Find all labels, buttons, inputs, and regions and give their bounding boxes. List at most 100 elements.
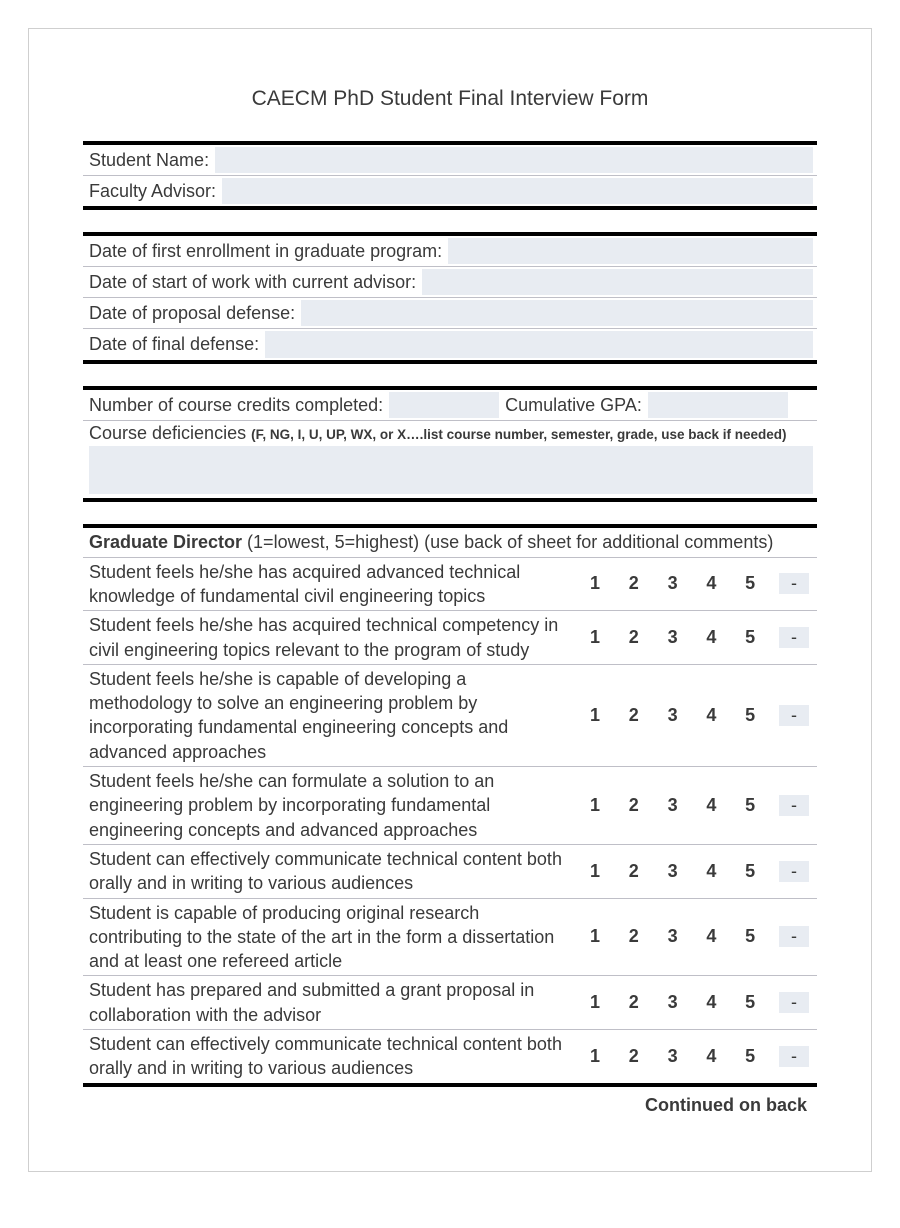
rating-opt[interactable]: 5 (740, 705, 760, 726)
rating-opt-dash[interactable]: - (779, 1046, 809, 1067)
rating-scale[interactable]: 1 2 3 4 5 - (581, 560, 813, 609)
row-credits-gpa: Number of course credits completed: Cumu… (83, 390, 817, 421)
rating-opt[interactable]: 3 (663, 573, 683, 594)
rating-opt[interactable]: 5 (740, 992, 760, 1013)
rating-opt[interactable]: 1 (585, 795, 605, 816)
section-credits: Number of course credits completed: Cumu… (83, 386, 817, 502)
rating-opt[interactable]: 5 (740, 627, 760, 648)
rating-opt[interactable]: 3 (663, 1046, 683, 1067)
rating-opt-dash[interactable]: - (779, 627, 809, 648)
rating-scale[interactable]: 1 2 3 4 5 - (581, 978, 813, 1027)
rating-opt-dash[interactable]: - (779, 705, 809, 726)
row-faculty-advisor: Faculty Advisor: (83, 176, 817, 206)
rating-scale[interactable]: 1 2 3 4 5 - (581, 1032, 813, 1081)
rating-opt[interactable]: 2 (624, 573, 644, 594)
rating-row: Student feels he/she can formulate a sol… (83, 767, 817, 845)
rating-opt[interactable]: 2 (624, 795, 644, 816)
input-student-name[interactable] (215, 147, 813, 173)
rating-opt[interactable]: 5 (740, 926, 760, 947)
rating-opt-dash[interactable]: - (779, 573, 809, 594)
rating-opt[interactable]: 4 (701, 705, 721, 726)
rating-opt-dash[interactable]: - (779, 861, 809, 882)
rating-opt[interactable]: 1 (585, 861, 605, 882)
ratings-header-rest: (1=lowest, 5=highest) (use back of sheet… (242, 532, 773, 552)
label-date-enrollment: Date of first enrollment in graduate pro… (89, 238, 448, 264)
rating-opt[interactable]: 4 (701, 992, 721, 1013)
rating-row: Student can effectively communicate tech… (83, 845, 817, 899)
rating-scale[interactable]: 1 2 3 4 5 - (581, 613, 813, 662)
input-deficiencies[interactable] (89, 446, 813, 494)
rating-opt[interactable]: 3 (663, 861, 683, 882)
rating-opt[interactable]: 2 (624, 992, 644, 1013)
rating-opt[interactable]: 1 (585, 573, 605, 594)
label-student-name: Student Name: (89, 147, 215, 173)
rating-opt[interactable]: 1 (585, 926, 605, 947)
rating-opt[interactable]: 1 (585, 1046, 605, 1067)
row-deficiencies: Course deficiencies (F, NG, I, U, UP, WX… (83, 421, 817, 498)
label-gpa: Cumulative GPA: (499, 392, 648, 418)
rating-row: Student feels he/she is capable of devel… (83, 665, 817, 767)
row-date-advisor: Date of start of work with current advis… (83, 267, 817, 298)
rating-scale[interactable]: 1 2 3 4 5 - (581, 847, 813, 896)
rating-question: Student feels he/she has acquired advanc… (89, 560, 581, 609)
label-date-proposal: Date of proposal defense: (89, 300, 301, 326)
rating-question: Student feels he/she can formulate a sol… (89, 769, 581, 842)
input-date-proposal[interactable] (301, 300, 813, 326)
rating-scale[interactable]: 1 2 3 4 5 - (581, 769, 813, 842)
row-date-enrollment: Date of first enrollment in graduate pro… (83, 236, 817, 267)
rating-opt[interactable]: 4 (701, 573, 721, 594)
rating-opt[interactable]: 3 (663, 926, 683, 947)
input-gpa[interactable] (648, 392, 788, 418)
rating-opt[interactable]: 2 (624, 1046, 644, 1067)
section-ratings: Graduate Director (1=lowest, 5=highest) … (83, 524, 817, 1087)
rating-opt[interactable]: 1 (585, 992, 605, 1013)
rating-opt[interactable]: 5 (740, 573, 760, 594)
note-deficiencies: (F, NG, I, U, UP, WX, or X….list course … (251, 427, 786, 442)
rating-question: Student feels he/she has acquired techni… (89, 613, 581, 662)
rating-opt[interactable]: 3 (663, 627, 683, 648)
rating-opt[interactable]: 5 (740, 861, 760, 882)
input-date-advisor[interactable] (422, 269, 813, 295)
rating-opt[interactable]: 3 (663, 992, 683, 1013)
continued-note: Continued on back (83, 1095, 817, 1116)
input-date-final[interactable] (265, 331, 813, 357)
form-page: CAECM PhD Student Final Interview Form S… (28, 28, 872, 1172)
rating-question: Student is capable of producing original… (89, 901, 581, 974)
rating-opt[interactable]: 2 (624, 627, 644, 648)
label-faculty-advisor: Faculty Advisor: (89, 178, 222, 204)
rating-row: Student can effectively communicate tech… (83, 1030, 817, 1083)
rating-row: Student feels he/she has acquired techni… (83, 611, 817, 665)
row-date-proposal: Date of proposal defense: (83, 298, 817, 329)
rating-opt[interactable]: 4 (701, 627, 721, 648)
rating-opt[interactable]: 4 (701, 795, 721, 816)
rating-opt[interactable]: 4 (701, 926, 721, 947)
rating-question: Student feels he/she is capable of devel… (89, 667, 581, 764)
input-date-enrollment[interactable] (448, 238, 813, 264)
rating-scale[interactable]: 1 2 3 4 5 - (581, 667, 813, 764)
rating-opt[interactable]: 1 (585, 705, 605, 726)
rating-opt[interactable]: 5 (740, 1046, 760, 1067)
input-faculty-advisor[interactable] (222, 178, 813, 204)
ratings-header-strong: Graduate Director (89, 532, 242, 552)
rating-opt[interactable]: 3 (663, 795, 683, 816)
rating-scale[interactable]: 1 2 3 4 5 - (581, 901, 813, 974)
rating-opt[interactable]: 2 (624, 705, 644, 726)
rating-opt[interactable]: 4 (701, 1046, 721, 1067)
rating-opt-dash[interactable]: - (779, 992, 809, 1013)
rating-row: Student is capable of producing original… (83, 899, 817, 977)
row-date-final: Date of final defense: (83, 329, 817, 359)
rating-opt[interactable]: 2 (624, 861, 644, 882)
rating-question: Student can effectively communicate tech… (89, 1032, 581, 1081)
rating-opt-dash[interactable]: - (779, 926, 809, 947)
ratings-header: Graduate Director (1=lowest, 5=highest) … (83, 528, 817, 558)
rating-question: Student has prepared and submitted a gra… (89, 978, 581, 1027)
rating-opt[interactable]: 1 (585, 627, 605, 648)
rating-opt[interactable]: 3 (663, 705, 683, 726)
input-credits[interactable] (389, 392, 499, 418)
rating-opt[interactable]: 5 (740, 795, 760, 816)
rating-opt[interactable]: 2 (624, 926, 644, 947)
rating-opt[interactable]: 4 (701, 861, 721, 882)
label-deficiencies: Course deficiencies (89, 423, 251, 443)
row-student-name: Student Name: (83, 145, 817, 176)
rating-opt-dash[interactable]: - (779, 795, 809, 816)
